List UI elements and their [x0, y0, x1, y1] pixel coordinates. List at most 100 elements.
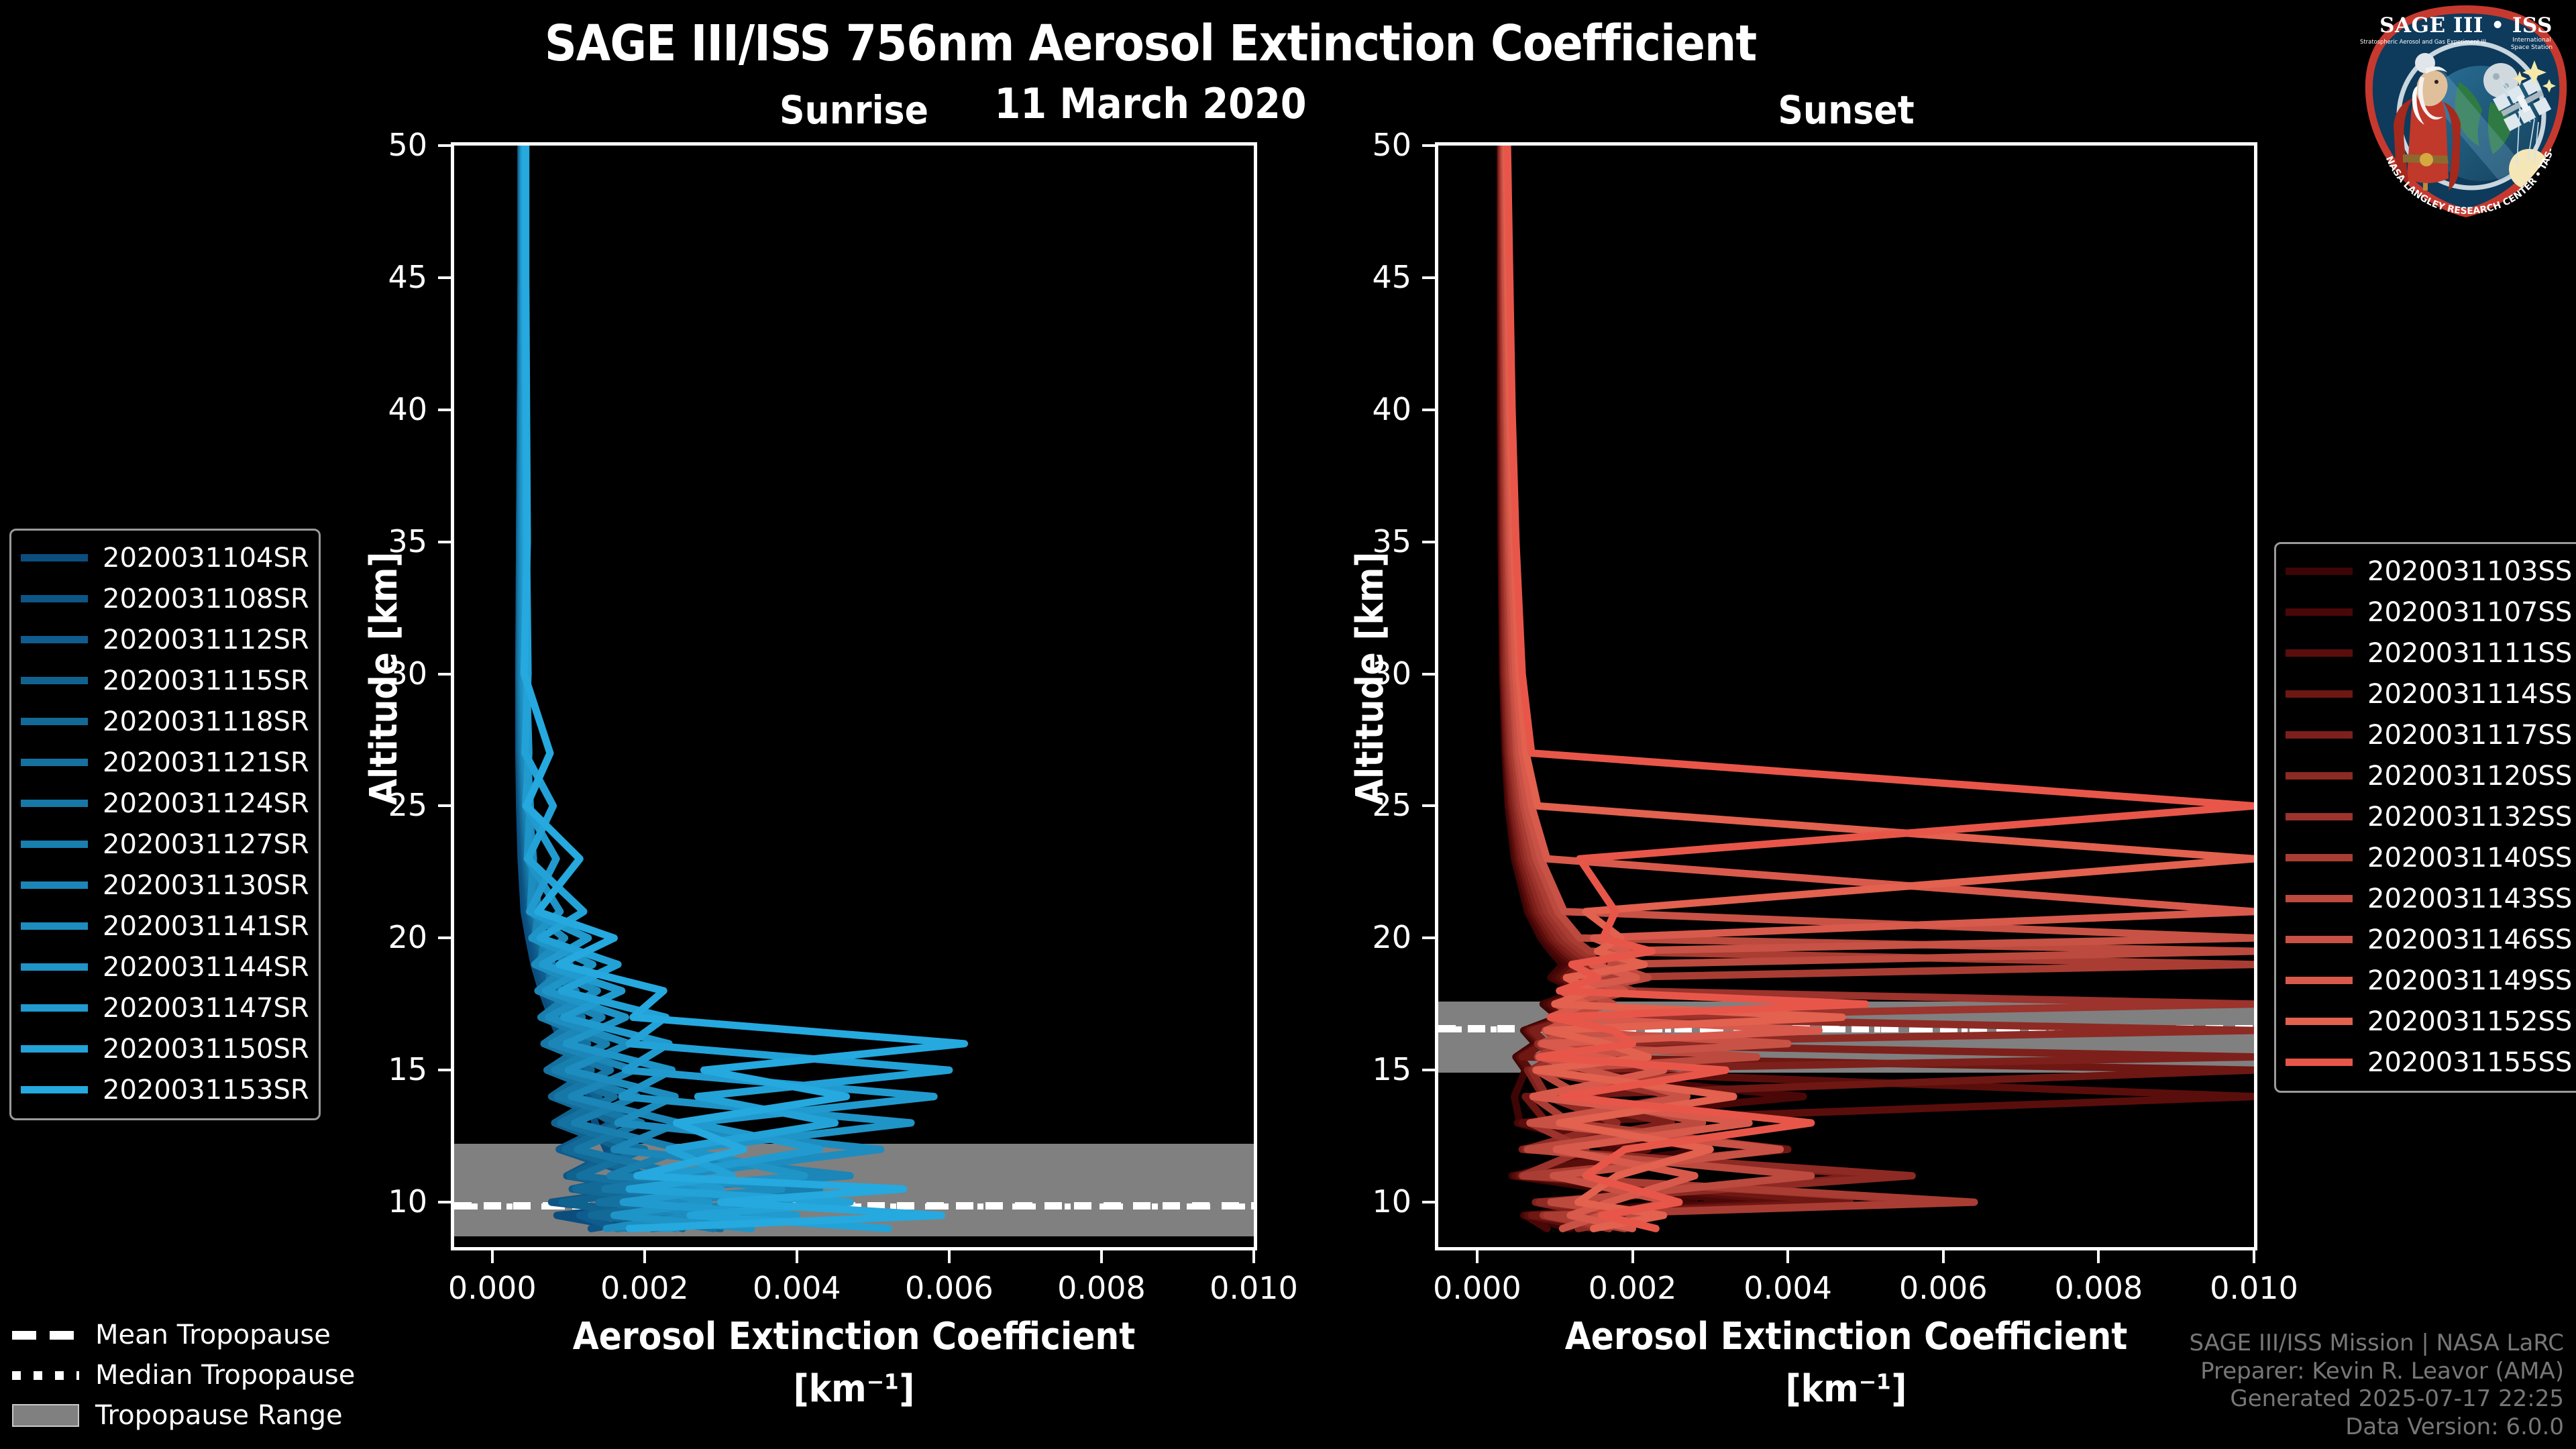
y-axis-title-sunrise: Altitude [km]: [362, 551, 406, 805]
y-axis-label-sunset-15: 15: [1372, 1051, 1411, 1088]
legend-color-swatch-icon: [21, 677, 88, 684]
legend-item[interactable]: 2020031107SS: [2286, 592, 2572, 633]
median-tropopause-line-sunset: [1438, 1026, 2254, 1032]
credits-block: SAGE III/ISS Mission | NASA LaRC Prepare…: [2189, 1330, 2564, 1441]
legend-label: 2020031103SS: [2367, 555, 2573, 587]
legend-label: 2020031114SS: [2367, 678, 2573, 710]
legend-item[interactable]: 2020031130SR: [21, 865, 309, 906]
legend-item[interactable]: 2020031150SR: [21, 1028, 309, 1069]
legend-label: 2020031104SR: [103, 542, 309, 574]
legend-item[interactable]: 2020031147SR: [21, 987, 309, 1028]
y-axis-label-sunrise-15: 15: [388, 1051, 427, 1088]
legend-color-swatch-icon: [21, 1045, 88, 1053]
legend-item[interactable]: 2020031155SS: [2286, 1042, 2572, 1083]
legend-item[interactable]: 2020031124SR: [21, 783, 309, 824]
logo-sub-right-1: International: [2512, 37, 2551, 44]
legend-item[interactable]: 2020031112SR: [21, 619, 309, 660]
y-axis-tick-sunrise-25: [438, 804, 453, 808]
legend-item[interactable]: 2020031146SS: [2286, 919, 2572, 960]
legend-color-swatch-icon: [2286, 772, 2353, 780]
legend-tropopause: Mean Tropopause Median Tropopause Tropop…: [12, 1315, 355, 1436]
legend-color-swatch-icon: [2286, 813, 2353, 820]
legend-item[interactable]: 2020031114SS: [2286, 674, 2572, 714]
x-axis-label-sunrise-2: 0.004: [752, 1270, 841, 1306]
y-axis-label-sunrise-45: 45: [388, 258, 427, 295]
y-axis-tick-sunset-15: [1422, 1069, 1437, 1072]
legend-item[interactable]: 2020031143SS: [2286, 878, 2572, 919]
legend-color-swatch-icon: [21, 554, 88, 561]
sage-iii-iss-logo: SAGE III • ISS Stratospheric Aerosol and…: [2355, 0, 2573, 223]
legend-label: 2020031108SR: [103, 583, 309, 614]
y-axis-tick-sunrise-45: [438, 276, 453, 279]
legend-color-swatch-icon: [21, 759, 88, 766]
legend-item[interactable]: 2020031104SR: [21, 537, 309, 578]
legend-label: 2020031118SR: [103, 706, 309, 737]
credits-line-preparer: Preparer: Kevin R. Leavor (AMA): [2200, 1357, 2564, 1385]
legend-color-swatch-icon: [2286, 690, 2353, 698]
legend-item[interactable]: 2020031111SS: [2286, 633, 2572, 674]
legend-item[interactable]: 2020031120SS: [2286, 755, 2572, 796]
legend-color-swatch-icon: [21, 1004, 88, 1012]
y-axis-tick-sunset-20: [1422, 936, 1437, 940]
logo-sub-right-2: Space Station: [2511, 44, 2553, 51]
panel-title-sunset: Sunset: [1778, 87, 1915, 133]
legend-item[interactable]: 2020031108SR: [21, 578, 309, 619]
page-title: SAGE III/ISS 756nm Aerosol Extinction Co…: [544, 15, 1757, 72]
legend-item-mean-tropopause: Mean Tropopause: [12, 1315, 355, 1355]
legend-item[interactable]: 2020031115SR: [21, 660, 309, 701]
x-axis-label-sunset-1: 0.002: [1588, 1270, 1677, 1306]
y-axis-tick-sunrise-40: [438, 408, 453, 411]
legend-label: 2020031117SS: [2367, 719, 2573, 751]
x-axis-label-sunrise-0: 0.000: [447, 1270, 537, 1306]
x-axis-title-sunset-line1: Aerosol Extinction Coefficient: [1564, 1315, 2128, 1358]
x-axis-tick-sunrise-5: [1252, 1248, 1255, 1263]
legend-color-swatch-icon: [2286, 649, 2353, 657]
y-axis-tick-sunset-25: [1422, 804, 1437, 808]
legend-item[interactable]: 2020031103SS: [2286, 551, 2572, 592]
legend-item[interactable]: 2020031117SS: [2286, 714, 2572, 755]
panel-title-sunrise: Sunrise: [780, 87, 928, 133]
credits-line-mission: SAGE III/ISS Mission | NASA LaRC: [2189, 1330, 2564, 1357]
legend-item-tropopause-range: Tropopause Range: [12, 1395, 355, 1436]
y-axis-label-sunrise-30: 30: [388, 655, 427, 692]
legend-item[interactable]: 2020031153SR: [21, 1069, 309, 1110]
y-axis-tick-sunset-40: [1422, 408, 1437, 411]
x-axis-label-sunset-2: 0.004: [1743, 1270, 1832, 1306]
y-axis-label-sunset-45: 45: [1372, 258, 1411, 295]
legend-item[interactable]: 2020031118SR: [21, 701, 309, 742]
legend-label: 2020031130SR: [103, 869, 309, 901]
legend-label: 2020031115SR: [103, 665, 309, 696]
legend-item[interactable]: 2020031141SR: [21, 906, 309, 947]
profile-line: [519, 146, 885, 1232]
y-axis-tick-sunrise-35: [438, 540, 453, 543]
median-tropopause-swatch-icon: [12, 1371, 79, 1380]
legend-sunrise[interactable]: 2020031104SR 2020031108SR 2020031112SR 2020…: [9, 529, 321, 1120]
legend-color-swatch-icon: [21, 595, 88, 602]
x-axis-label-sunset-4: 0.008: [2054, 1270, 2143, 1306]
legend-label: 2020031121SR: [103, 747, 309, 778]
legend-sunset[interactable]: 2020031103SS 2020031107SS 2020031111SS 2020…: [2274, 542, 2576, 1093]
legend-color-swatch-icon: [2286, 895, 2353, 902]
y-axis-tick-sunset-10: [1422, 1201, 1437, 1204]
x-axis-tick-sunrise-3: [947, 1248, 951, 1263]
x-axis-tick-sunset-1: [1631, 1248, 1634, 1263]
y-axis-label-sunset-25: 25: [1372, 787, 1411, 824]
legend-item[interactable]: 2020031121SR: [21, 742, 309, 783]
x-axis-label-sunrise-1: 0.002: [600, 1270, 689, 1306]
legend-color-swatch-icon: [2286, 1059, 2353, 1066]
legend-label-mean-tropopause: Mean Tropopause: [95, 1320, 331, 1350]
legend-item[interactable]: 2020031152SS: [2286, 1001, 2572, 1042]
legend-item[interactable]: 2020031149SS: [2286, 960, 2572, 1001]
legend-item[interactable]: 2020031140SS: [2286, 837, 2572, 878]
legend-color-swatch-icon: [21, 718, 88, 725]
y-axis-tick-sunrise-50: [438, 144, 453, 147]
legend-item[interactable]: 2020031144SR: [21, 947, 309, 987]
logo-title: SAGE III • ISS: [2379, 13, 2553, 38]
legend-label: 2020031132SS: [2367, 801, 2573, 833]
legend-item[interactable]: 2020031127SR: [21, 824, 309, 865]
x-axis-label-sunrise-3: 0.006: [905, 1270, 994, 1306]
y-axis-label-sunrise-25: 25: [388, 787, 427, 824]
legend-item[interactable]: 2020031132SS: [2286, 796, 2572, 837]
legend-label: 2020031146SS: [2367, 924, 2573, 955]
x-axis-tick-sunrise-4: [1099, 1248, 1103, 1263]
